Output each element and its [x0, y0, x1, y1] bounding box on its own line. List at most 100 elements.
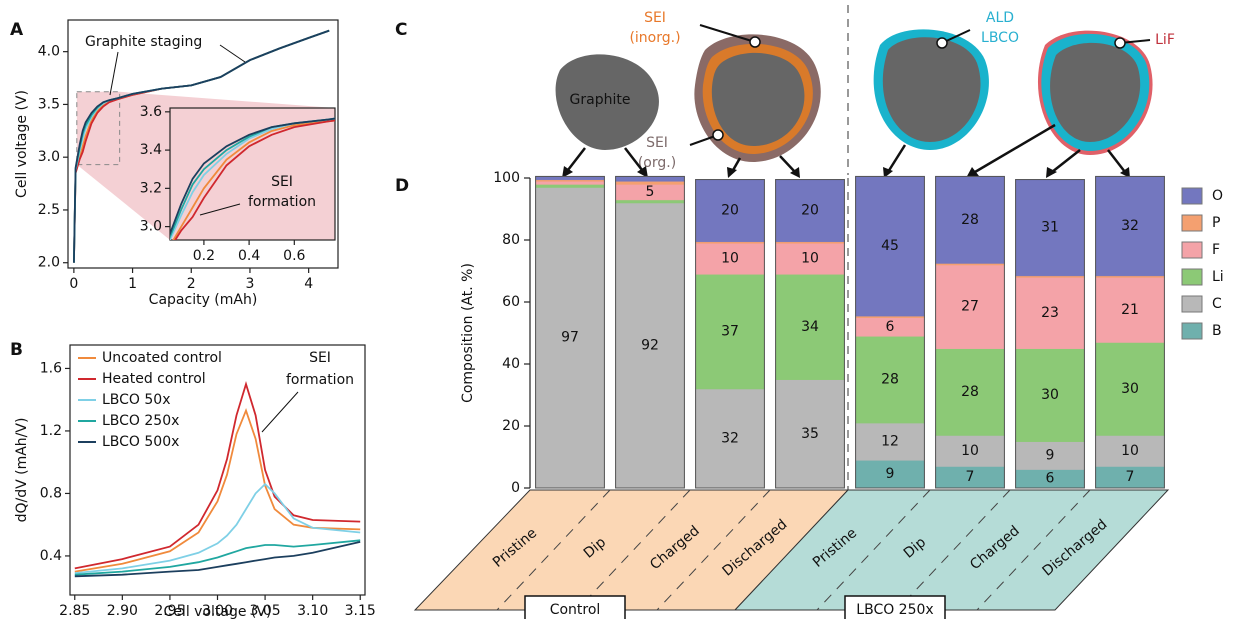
- axis-title: dQ/dV (mAh/V): [14, 418, 30, 523]
- legend-label: P: [1212, 215, 1220, 231]
- y-tick-label: 2.5: [38, 202, 60, 218]
- pointer-dot: [1115, 38, 1125, 48]
- data-label: 10: [801, 251, 819, 267]
- label: Graphite: [570, 92, 631, 108]
- x-tick-label: 0.6: [283, 248, 305, 264]
- data-label: 9: [1046, 447, 1055, 463]
- legend-label: B: [1212, 323, 1222, 339]
- legend-swatch: [1182, 188, 1202, 204]
- annotation: SEI: [309, 350, 331, 366]
- x-tick-label: 3: [245, 276, 254, 292]
- y-tick-label: 1.6: [40, 360, 62, 376]
- pointer-dot: [937, 38, 947, 48]
- data-label: 32: [721, 430, 739, 446]
- legend-label: LBCO 250x: [102, 413, 179, 429]
- data-label: 30: [1121, 381, 1139, 397]
- data-label: 23: [1041, 305, 1059, 321]
- x-tick-label: 2.90: [107, 603, 138, 619]
- data-label: 20: [721, 203, 739, 219]
- y-tick-label: 3.6: [140, 104, 162, 120]
- data-label: 6: [886, 319, 895, 335]
- data-label: 10: [1121, 443, 1139, 459]
- x-tick-label: 0.2: [193, 248, 215, 264]
- data-label: 28: [961, 384, 979, 400]
- data-label: 10: [961, 443, 979, 459]
- y-tick-label: 3.0: [140, 219, 162, 235]
- group-label: Control: [550, 602, 601, 618]
- data-label: 5: [646, 184, 655, 200]
- y-tick-label: 80: [502, 232, 520, 248]
- x-tick-label: 1: [128, 276, 137, 292]
- legend-label: Heated control: [102, 371, 206, 387]
- legend-label: Uncoated control: [102, 350, 222, 366]
- line: [75, 384, 360, 568]
- data-label: 9: [886, 466, 895, 482]
- data-label: 21: [1121, 302, 1139, 318]
- y-tick-label: 3.2: [140, 180, 162, 196]
- y-tick-label: 100: [493, 170, 520, 186]
- data-label: 10: [721, 251, 739, 267]
- zoom-region: [77, 92, 335, 240]
- label: SEI: [646, 135, 668, 151]
- x-tick-label: 0.4: [238, 248, 260, 264]
- annotation: SEI: [271, 174, 293, 190]
- label: ALD: [986, 10, 1014, 26]
- legend-swatch: [1182, 269, 1202, 285]
- y-tick-label: 3.4: [140, 142, 162, 158]
- axis-title: Cell voltage (V): [14, 90, 30, 198]
- x-tick-label: 0: [69, 276, 78, 292]
- axis-title: Cell voltage (V): [164, 604, 272, 619]
- x-tick-label: 3.10: [297, 603, 328, 619]
- x-tick-label: 2: [187, 276, 196, 292]
- data-label: 12: [881, 434, 899, 450]
- data-label: 35: [801, 426, 819, 442]
- annotation: Graphite staging: [85, 34, 202, 50]
- y-tick-label: 2.0: [38, 255, 60, 271]
- y-tick-label: 4.0: [38, 44, 60, 60]
- data-label: 28: [961, 212, 979, 228]
- data-label: 32: [1121, 218, 1139, 234]
- legend-swatch: [1182, 215, 1202, 231]
- x-tick-label: 3.15: [345, 603, 376, 619]
- y-tick-label: 40: [502, 356, 520, 372]
- bar-segment: [616, 176, 685, 181]
- annotation-line: [220, 45, 245, 62]
- data-label: 30: [1041, 387, 1059, 403]
- data-label: 34: [801, 319, 819, 335]
- data-label: 45: [881, 238, 899, 254]
- label: SEI: [644, 10, 666, 26]
- y-tick-label: 1.2: [40, 423, 62, 439]
- diagram: Graphite SEI (inorg.) SEI (org.) ALD LBC…: [556, 5, 1175, 178]
- data-label: 20: [801, 203, 819, 219]
- annotation-line: [262, 392, 298, 432]
- data-label: 31: [1041, 220, 1059, 236]
- figure: A B C D Graphite SEI (inorg.) SEI (org.)…: [0, 0, 1239, 619]
- legend-label: Li: [1212, 269, 1224, 285]
- x-tick-label: 2.85: [59, 603, 90, 619]
- legend-label: LBCO 500x: [102, 434, 179, 450]
- pointer-dot: [713, 130, 723, 140]
- y-tick-label: 3.0: [38, 149, 60, 165]
- legend-label: O: [1212, 188, 1223, 204]
- y-tick-label: 20: [502, 418, 520, 434]
- label: LiF: [1155, 32, 1175, 48]
- data-label: 7: [966, 469, 975, 485]
- data-label: 97: [561, 330, 579, 346]
- data-label: 6: [1046, 471, 1055, 487]
- legend-label: LBCO 50x: [102, 392, 171, 408]
- label: (inorg.): [629, 30, 680, 46]
- annotation: formation: [286, 372, 354, 388]
- data-label: 7: [1126, 469, 1135, 485]
- annotation: formation: [248, 194, 316, 210]
- data-label: 92: [641, 337, 659, 353]
- group-label: LBCO 250x: [856, 602, 933, 618]
- data-label: 37: [721, 323, 739, 339]
- y-tick-label: 0.4: [40, 548, 62, 564]
- data-label: 27: [961, 299, 979, 315]
- legend-label: F: [1212, 242, 1220, 258]
- y-tick-label: 60: [502, 294, 520, 310]
- legend-label: C: [1212, 296, 1222, 312]
- legend-swatch: [1182, 323, 1202, 339]
- pointer-dot: [750, 37, 760, 47]
- x-tick-label: 4: [304, 276, 313, 292]
